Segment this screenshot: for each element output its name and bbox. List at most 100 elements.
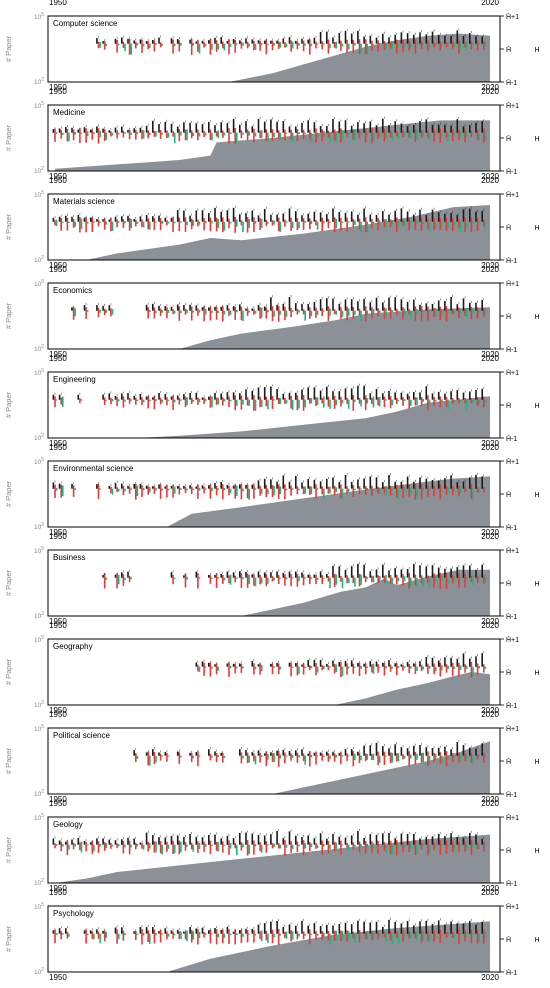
bar-green-1996	[341, 931, 344, 941]
bar-green-1995	[335, 930, 337, 941]
bar-green-1981	[248, 933, 250, 935]
bar-green-1985	[273, 220, 275, 225]
bar-red-1975	[209, 840, 212, 855]
bar-red-2019	[483, 41, 485, 51]
bar-black-2005	[394, 921, 396, 934]
bar-red-2009	[420, 484, 423, 500]
bar-red-1999	[358, 39, 361, 55]
bar-red-2005	[396, 39, 398, 54]
bar-red-1979	[234, 306, 236, 320]
bar-red-1977	[222, 484, 224, 500]
bar-black-2001	[369, 834, 372, 845]
bar-red-1990	[302, 40, 305, 52]
bar-black-1992	[313, 387, 316, 400]
bar-green-1956	[93, 844, 95, 852]
bar-black-1983	[257, 924, 260, 934]
bar-black-2014	[450, 125, 452, 133]
bar-red-1950	[54, 220, 56, 226]
bar-red-1990	[302, 931, 305, 940]
bar-black-1956	[89, 217, 92, 222]
bar-green-1990	[304, 666, 306, 669]
bar-green-1973	[198, 310, 201, 313]
bar-black-1980	[239, 40, 241, 44]
bar-black-1954	[77, 837, 80, 845]
bar-red-2013	[445, 486, 448, 495]
bar-green-1956	[93, 221, 95, 223]
bar-black-1965	[145, 927, 148, 934]
bar-black-1969	[170, 486, 173, 489]
bar-green-1994	[329, 486, 331, 494]
bar-red-1986	[277, 217, 280, 232]
bar-green-2000	[366, 666, 369, 668]
bar-green-1993	[323, 577, 325, 579]
bar-red-1973	[197, 129, 199, 141]
bar-green-1997	[347, 132, 350, 135]
bar-black-2003	[382, 482, 384, 489]
bar-red-1977	[222, 929, 224, 944]
bar-green-1984	[267, 933, 269, 943]
bar-green-2012	[441, 843, 443, 847]
bar-green-1996	[341, 399, 344, 404]
bar-black-1975	[208, 213, 210, 222]
bar-red-1975	[209, 396, 212, 408]
bar-black-1953	[71, 483, 73, 489]
bar-red-1979	[234, 395, 236, 411]
bar-green-1979	[236, 933, 238, 935]
bar-green-1987	[285, 755, 288, 757]
bar-black-1989	[295, 925, 297, 934]
bar-green-1993	[323, 755, 325, 757]
bar-black-1958	[102, 128, 104, 133]
bar-red-2006	[402, 930, 404, 942]
bar-black-1993	[319, 833, 322, 845]
bar-black-2018	[475, 211, 477, 222]
bar-black-2015	[456, 742, 459, 756]
bar-green-1988	[291, 844, 294, 850]
bar-red-2000	[364, 931, 367, 940]
bar-red-1973	[197, 219, 199, 227]
bar-green-2014	[453, 487, 456, 491]
bar-green-1972	[192, 844, 195, 852]
bar-green-2017	[472, 574, 474, 585]
bar-red-1955	[85, 841, 87, 852]
bar-green-2007	[410, 931, 412, 939]
bar-red-1970	[178, 217, 181, 232]
bar-black-1980	[239, 749, 241, 756]
x-tick-top-end: 2020	[481, 0, 499, 7]
bar-red-1988	[290, 574, 292, 587]
panel-political-science: 1950 2020 Political science # Paper 105 102 19…	[0, 710, 550, 807]
bar-red-1959	[110, 131, 112, 137]
bar-green-1974	[204, 309, 207, 315]
bar-red-2006	[402, 307, 404, 320]
bar-red-1992	[315, 41, 317, 49]
bar-green-1997	[347, 221, 350, 223]
bar-green-1995	[335, 310, 337, 315]
bar-black-2019	[481, 210, 483, 222]
bar-black-1978	[226, 210, 229, 222]
bar-red-2012	[439, 396, 442, 408]
bar-red-1971	[184, 129, 187, 141]
bar-red-1956	[91, 840, 94, 855]
bar-green-2000	[366, 43, 369, 55]
bar-green-2016	[465, 131, 468, 137]
bar-green-1995	[335, 218, 337, 229]
bar-black-1987	[282, 573, 285, 578]
bar-green-1984	[267, 577, 269, 584]
bar-black-1989	[295, 40, 297, 44]
bar-red-2000	[364, 39, 367, 55]
bar-green-1955	[86, 310, 89, 312]
bar-green-1969	[173, 486, 176, 494]
bar-black-2009	[419, 477, 421, 489]
bar-red-2005	[396, 753, 398, 762]
right-axis-tick-0: H̄+1	[506, 814, 519, 822]
bar-red-1992	[315, 397, 317, 406]
bar-black-1994	[326, 663, 328, 667]
bar-black-1965	[145, 125, 148, 133]
bar-red-2002	[377, 130, 379, 139]
bar-red-1980	[240, 306, 243, 321]
bar-green-1994	[329, 43, 331, 49]
bar-black-1978	[226, 835, 229, 845]
bar-black-2019	[481, 921, 483, 934]
bar-black-1990	[301, 215, 303, 222]
bar-red-1996	[340, 40, 342, 51]
bar-red-2000	[364, 217, 367, 233]
